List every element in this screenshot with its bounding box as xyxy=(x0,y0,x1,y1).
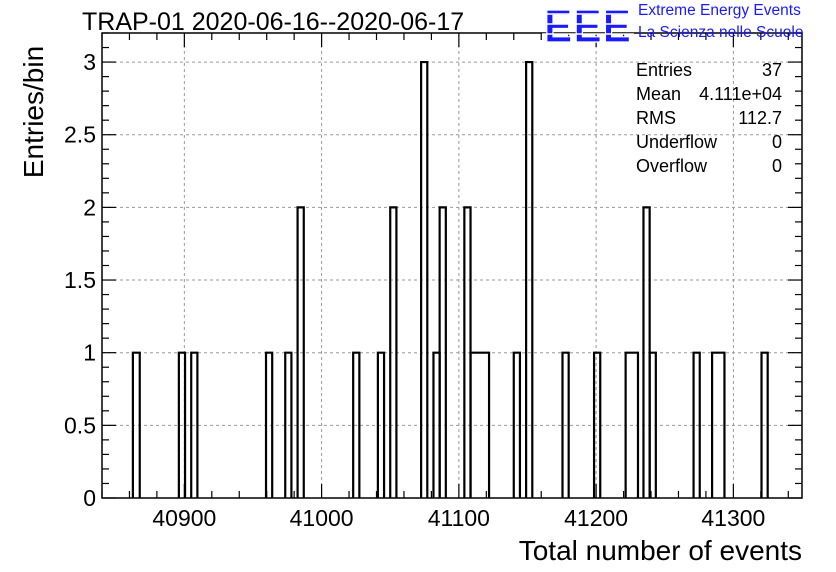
histogram-bin xyxy=(592,351,602,498)
stats-value: 0 xyxy=(771,156,782,176)
stats-box: Entries 37 Mean 4.111e+04 RMS 112.7 Unde… xyxy=(636,58,782,178)
x-tick-label: 41000 xyxy=(290,505,354,531)
stats-label: Overflow xyxy=(636,156,708,176)
histogram-bin xyxy=(352,351,361,498)
histogram-bins xyxy=(131,60,769,498)
histogram-bin xyxy=(131,351,141,498)
histogram-bin xyxy=(469,351,491,498)
axes xyxy=(101,32,803,499)
stats-value: 0 xyxy=(771,132,782,152)
stats-label: RMS xyxy=(636,108,676,128)
eee-logo: EEE xyxy=(542,2,634,46)
histogram-bin xyxy=(389,206,398,498)
stats-row-mean: Mean 4.111e+04 xyxy=(636,82,782,106)
histogram-bin xyxy=(760,351,769,498)
histogram-bin xyxy=(648,351,657,498)
stats-label: Entries xyxy=(636,60,693,80)
stats-value: 4.111e+04 xyxy=(699,84,782,104)
histogram-bin xyxy=(264,351,274,498)
histogram-bin xyxy=(376,351,386,498)
histogram-bin xyxy=(512,351,522,498)
y-tick-label: 2 xyxy=(83,194,96,220)
histogram-bin xyxy=(561,351,570,498)
histogram-bin xyxy=(284,351,293,498)
logo-line-1: Extreme Energy Events xyxy=(638,2,801,19)
histogram-bin xyxy=(525,60,534,498)
y-tick-label: 3 xyxy=(83,49,96,75)
x-tick-label: 41100 xyxy=(428,505,490,531)
histogram-bin xyxy=(438,206,447,498)
histogram-bin xyxy=(692,351,701,498)
y-tick-label: 1 xyxy=(83,340,96,366)
stats-value: 37 xyxy=(761,60,782,80)
histogram-bin xyxy=(710,351,726,498)
y-tick-label: 0.5 xyxy=(64,412,96,438)
stats-label: Underflow xyxy=(636,132,718,152)
x-tick-label: 41200 xyxy=(564,505,628,531)
histogram-bin xyxy=(624,351,640,498)
grid xyxy=(102,33,802,498)
logo-line-2: La Scienza nelle Scuole xyxy=(638,24,804,41)
tick-labels: 0 0.5 1 1.5 2 2.5 3 40900 41000 41100 41200 41300 xyxy=(64,49,765,531)
histogram-bin xyxy=(190,351,199,498)
x-axis-label: Total number of events xyxy=(518,535,802,566)
histogram-bin xyxy=(177,351,187,498)
x-tick-label: 40900 xyxy=(152,505,216,531)
y-tick-label: 1.5 xyxy=(64,267,96,293)
stats-value: 112.7 xyxy=(738,108,782,128)
stats-row-overflow: Overflow 0 xyxy=(636,154,782,178)
histogram-bin xyxy=(420,60,429,498)
stats-row-entries: Entries 37 xyxy=(636,58,782,82)
histogram-bin xyxy=(296,206,305,498)
y-tick-label: 2.5 xyxy=(64,122,96,148)
y-tick-label: 0 xyxy=(83,485,96,511)
stats-row-rms: RMS 112.7 xyxy=(636,106,782,130)
x-tick-label: 41300 xyxy=(701,505,765,531)
y-axis-label: Entries/bin xyxy=(18,45,49,179)
chart-title: TRAP-01 2020-06-16--2020-06-17 xyxy=(82,8,465,36)
stats-label: Mean xyxy=(636,84,682,104)
stats-row-underflow: Underflow 0 xyxy=(636,130,782,154)
